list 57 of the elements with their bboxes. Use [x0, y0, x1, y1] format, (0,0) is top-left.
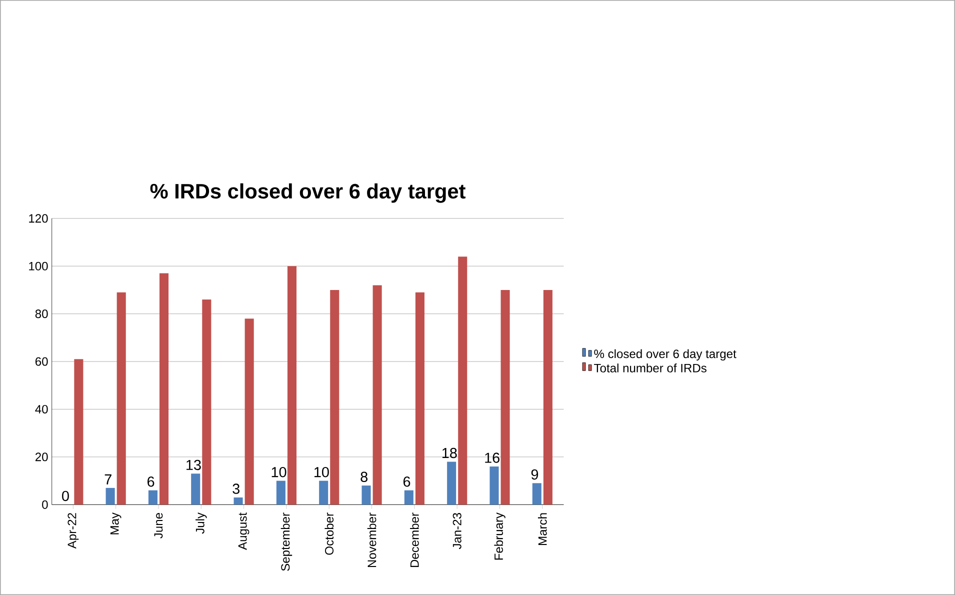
y-tick-label: 100	[29, 262, 48, 270]
chart-title: % IRDs closed over 6 day target	[150, 183, 466, 203]
x-tick-label: June	[154, 513, 163, 538]
bar	[372, 285, 382, 505]
data-label: 7	[104, 474, 112, 484]
bar	[106, 488, 115, 505]
data-label: 13	[186, 460, 201, 470]
x-tick-label: September	[280, 512, 292, 571]
data-label: 10	[314, 466, 329, 478]
data-label: 0	[62, 490, 69, 502]
bar	[447, 462, 456, 505]
bar	[319, 480, 328, 505]
legend-label: % closed over 6 day target	[594, 349, 736, 361]
x-tick-label: July	[196, 512, 207, 534]
x-tick-label: Jan-23	[452, 512, 462, 550]
bar	[276, 480, 286, 505]
legend-label: Total number of IRDs	[594, 364, 706, 372]
bar	[159, 273, 169, 505]
bar	[362, 486, 371, 505]
x-tick-label: October	[324, 512, 334, 555]
bar	[244, 318, 254, 505]
bar	[415, 292, 424, 505]
bar	[532, 483, 542, 505]
data-label: 8	[360, 472, 368, 482]
y-tick-label: 0	[42, 500, 48, 509]
bar	[500, 290, 510, 505]
bar	[404, 490, 414, 505]
x-tick-label: December	[410, 512, 419, 568]
x-tick-label: February	[494, 512, 506, 560]
bar	[543, 290, 552, 505]
bar	[287, 266, 296, 505]
bar	[234, 497, 243, 505]
x-tick-label: Apr-22	[68, 513, 79, 549]
bar	[74, 359, 84, 505]
x-tick-label: March	[538, 513, 547, 545]
y-tick-label: 40	[35, 404, 48, 414]
bar	[191, 474, 200, 505]
x-tick-label: November	[367, 512, 376, 568]
data-label: 3	[232, 484, 240, 494]
data-label: 16	[485, 452, 500, 463]
bar	[458, 256, 468, 505]
x-tick-label: May	[110, 512, 122, 534]
data-label: 10	[272, 466, 286, 478]
data-label: 18	[442, 448, 457, 458]
data-label: 6	[403, 476, 410, 487]
bar	[202, 300, 212, 505]
y-tick-label: 120	[29, 214, 48, 223]
data-label: 6	[148, 476, 154, 487]
bar	[148, 490, 158, 505]
x-tick-label: August	[238, 512, 250, 550]
y-tick-label: 80	[35, 310, 48, 318]
data-label: 9	[531, 469, 538, 480]
bar	[490, 466, 499, 505]
bar	[330, 290, 340, 505]
y-tick-label: 20	[35, 452, 48, 462]
y-tick-label: 60	[36, 357, 48, 366]
bar	[116, 292, 126, 505]
